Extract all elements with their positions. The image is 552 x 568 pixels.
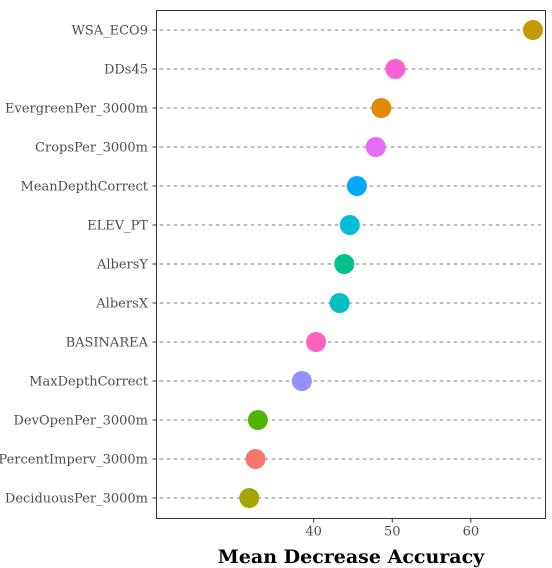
data-point: [245, 449, 266, 469]
y-tick-label: MeanDepthCorrect: [20, 180, 148, 195]
data-point: [334, 254, 355, 274]
y-tick-label: DeciduousPer_3000m: [5, 492, 148, 507]
y-tick-label: ELEV_PT: [87, 219, 148, 234]
data-point: [339, 215, 360, 235]
y-tick-label: EvergreenPer_3000m: [5, 102, 148, 117]
y-tick-label: DevOpenPer_3000m: [14, 414, 149, 429]
data-point: [306, 332, 327, 352]
y-tick-label: BASINAREA: [66, 336, 149, 351]
y-tick-label: AlbersY: [96, 258, 148, 273]
x-tick-label: 50: [384, 525, 401, 540]
data-point: [247, 410, 268, 430]
data-point: [385, 59, 406, 79]
guide-lines: [159, 29, 543, 499]
data-points: [239, 20, 543, 508]
data-point: [291, 371, 312, 391]
y-axis-labels: WSA_ECO9 DDs45 EvergreenPer_3000m CropsPer_…: [0, 24, 157, 507]
x-axis: 40 50 60: [305, 518, 480, 540]
y-tick-label: AlbersX: [95, 297, 148, 312]
data-point: [239, 488, 260, 508]
x-axis-title: Mean Decrease Accuracy: [218, 546, 485, 568]
y-tick-label: PercentImperv_3000m: [0, 453, 148, 468]
y-tick-label: WSA_ECO9: [71, 24, 148, 39]
y-tick-label: MaxDepthCorrect: [29, 375, 149, 390]
data-point: [365, 137, 386, 157]
data-point: [371, 98, 392, 118]
x-tick-label: 40: [305, 525, 322, 540]
data-point: [346, 176, 367, 196]
data-point: [329, 293, 350, 313]
x-tick-label: 60: [463, 525, 480, 540]
data-point: [522, 20, 543, 40]
y-tick-label: DDs45: [104, 63, 148, 78]
y-tick-label: CropsPer_3000m: [35, 141, 148, 156]
